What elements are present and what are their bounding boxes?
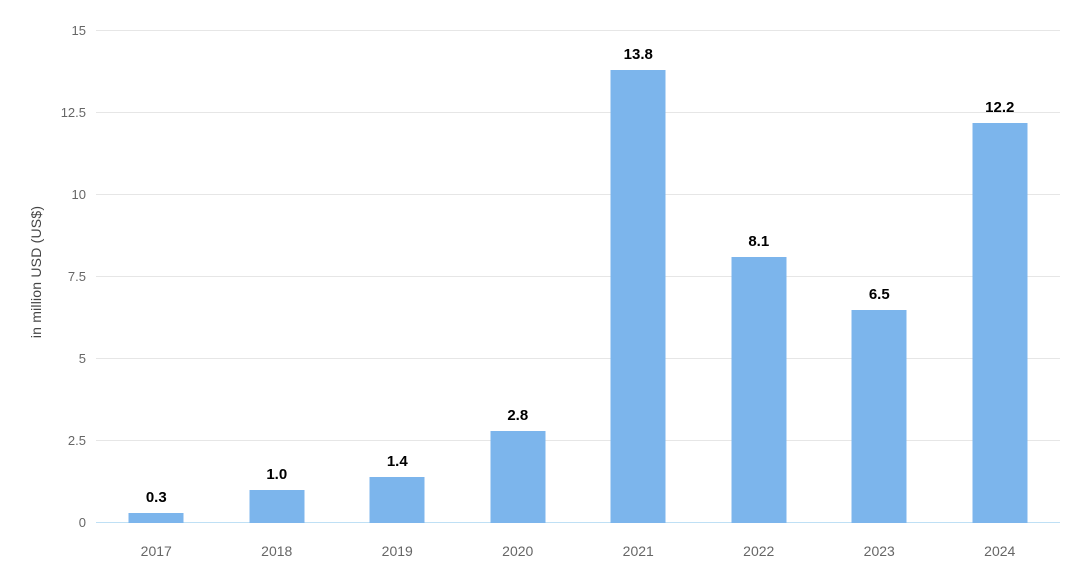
value-label: 1.4 <box>386 453 408 471</box>
bar-2019[interactable] <box>369 477 425 523</box>
x-tick-label: 2017 <box>140 543 172 559</box>
x-tick-label: 2022 <box>743 543 775 559</box>
gridline <box>96 112 1060 113</box>
x-tick-label: 2020 <box>502 543 534 559</box>
gridline <box>96 358 1060 359</box>
y-tick-label: 2.5 <box>67 433 86 449</box>
category-cell: 8.1 2022 <box>699 31 820 559</box>
category-cell: 1.4 2019 <box>337 31 458 559</box>
value-label: 8.1 <box>748 233 770 251</box>
bar-2023[interactable] <box>851 309 907 523</box>
y-tick-label: 15 <box>71 23 86 38</box>
y-tick-label: 5 <box>78 351 86 367</box>
y-tick-label: 12.5 <box>60 105 86 120</box>
value-label: 13.8 <box>623 46 653 64</box>
gridline <box>96 440 1060 441</box>
category-cell: 0.3 2017 <box>96 31 217 559</box>
x-axis-line <box>96 522 1060 523</box>
category-cell: 6.5 2023 <box>819 31 940 559</box>
gridline <box>96 30 1060 31</box>
bar-2024[interactable] <box>972 122 1028 523</box>
y-tick-label: 10 <box>71 187 86 203</box>
bar-2021[interactable] <box>610 70 666 523</box>
bar-2022[interactable] <box>731 257 787 523</box>
bar-2018[interactable] <box>249 490 305 523</box>
value-label: 1.0 <box>266 466 288 484</box>
category-cell: 1.0 2018 <box>217 31 338 559</box>
value-label: 2.8 <box>507 407 529 425</box>
gridline <box>96 276 1060 277</box>
x-tick-label: 2021 <box>622 543 654 559</box>
value-label: 12.2 <box>985 98 1015 116</box>
x-tick-label: 2019 <box>381 543 413 559</box>
value-label: 0.3 <box>145 489 167 507</box>
y-tick-label: 7.5 <box>67 269 86 284</box>
value-label: 6.5 <box>868 285 890 303</box>
bars-container: 0.3 2017 1.0 2018 1.4 2019 2.8 2020 13.8 2021 8.1 2… <box>96 31 1061 559</box>
category-cell: 12.2 2024 <box>940 31 1061 559</box>
category-cell: 13.8 2021 <box>578 31 699 559</box>
x-tick-label: 2023 <box>863 543 895 559</box>
y-tick-label: 0 <box>78 515 86 530</box>
plot-area: 0.3 2017 1.0 2018 1.4 2019 2.8 2020 13.8 2021 8.1 2… <box>96 30 1061 559</box>
x-tick-label: 2024 <box>984 543 1016 559</box>
category-cell: 2.8 2020 <box>458 31 579 559</box>
x-tick-label: 2018 <box>261 543 293 559</box>
bar-2017[interactable] <box>128 513 184 523</box>
gridline <box>96 194 1060 195</box>
y-axis: 0 2.5 5 7.5 10 12.5 15 <box>0 24 86 530</box>
bar-2020[interactable] <box>490 431 546 523</box>
